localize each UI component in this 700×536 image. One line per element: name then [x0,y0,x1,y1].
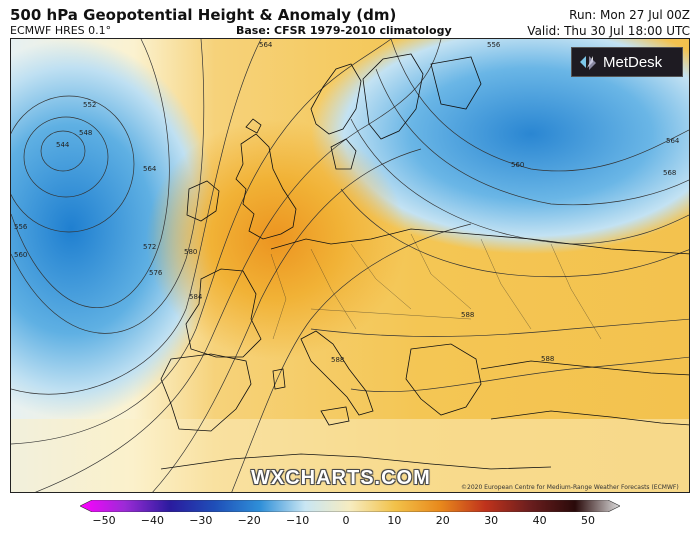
scottish-islands-outline [245,118,262,134]
contour-568-east [340,188,689,278]
sardinia-outline [272,368,286,390]
border-segment [550,243,602,340]
border-segment [350,243,412,310]
contour-584 [231,223,472,492]
run-time-label: Run: Mon 27 Jul 00Z [569,8,690,22]
black-sea-north-coast [480,360,689,376]
model-label: ECMWF HRES 0.1° [10,24,112,37]
contour-544 [40,130,86,172]
contour-572 [11,39,392,445]
ecmwf-credit: ©2020 European Centre for Medium-Range W… [461,484,679,491]
contour-label: 560 [511,161,524,169]
contour-label: 556 [14,223,28,231]
wxcharts-watermark: WXCHARTS.COM [251,467,431,489]
contour-label: 548 [79,129,92,137]
north-africa-coast [160,453,552,470]
colorbar-tick-label: −50 [92,514,116,527]
colorbar-tick-label: 30 [484,514,499,527]
border-segment [310,248,357,330]
border-segment [270,253,287,340]
colorbar-tick-label: 20 [435,514,450,527]
contour-548 [23,116,109,198]
turkey-coast [490,410,689,426]
contour-576 [34,39,442,492]
contour-556 [11,39,170,308]
france-outline [185,268,262,358]
border-segment [480,238,532,330]
contour-label: 564 [259,41,273,49]
metdesk-logo-icon [580,56,596,70]
contour-588 [310,318,689,337]
colorbar-tick-label: 0 [342,514,350,527]
atlantic-low-anomaly [11,39,221,419]
colorbar-tick-label: −10 [285,514,310,527]
anomaly-colorbar [80,500,620,512]
contour-560 [11,39,205,334]
contour-588-south [350,356,689,393]
ireland-outline [186,180,220,222]
border-segment [310,308,472,320]
contour-label: 568 [663,169,676,177]
metdesk-logo-text: MetDesk [603,53,663,71]
southern-pale-band [11,419,689,492]
balkans-outline [405,343,482,416]
contour-label: 564 [666,137,680,145]
colorbar-tick-label: 10 [387,514,402,527]
contour-label: 544 [56,141,70,149]
colorbar-scale [80,500,620,512]
colorbar-tick-label: 40 [532,514,547,527]
contour-552 [11,95,135,233]
sicily-outline [320,406,350,426]
valid-time-label: Valid: Thu 30 Jul 18:00 UTC [527,24,690,38]
contour-label: 588 [331,356,344,364]
sweden-outline [362,53,424,140]
scandinavian-low-anomaly [311,39,689,254]
iberia-outline [160,353,252,432]
colorbar-tick-label: −20 [237,514,261,527]
anomaly-map[interactable]: 544 548 552 556 560 564 572 576 580 584 … [10,38,690,493]
uk-high-anomaly [146,119,406,359]
contour-label: 560 [14,251,27,259]
italy-outline [300,330,374,416]
climatology-base-label: Base: CFSR 1979-2010 climatology [236,24,452,37]
north-european-coast [270,228,689,255]
contour-564-east [350,118,689,245]
colorbar-tick-label: −30 [189,514,213,527]
height-contours [11,39,689,492]
contour-label: 564 [143,165,157,173]
metdesk-logo[interactable]: MetDesk [571,47,683,77]
contour-label: 588 [541,355,554,363]
contour-label: 588 [461,311,474,319]
contour-label: 580 [184,248,197,256]
map-canvas: 544 548 552 556 560 564 572 576 580 584 … [11,39,689,492]
border-segment [410,233,472,310]
contour-label: 572 [143,243,156,251]
coastlines [160,53,689,470]
colorbar-tick-label: −40 [140,514,164,527]
denmark-outline [330,138,357,170]
contour-564-west [11,39,262,395]
contour-label: 584 [189,293,203,301]
contour-556-east [390,39,689,172]
contour-560-east [375,68,689,206]
contour-label: 576 [149,269,163,277]
contour-label: 556 [487,41,501,49]
contour-labels: 544 548 552 556 560 564 572 576 580 584 … [14,41,680,364]
norway-outline [310,63,362,135]
contour-label: 552 [83,101,96,109]
great-britain-outline [235,133,297,240]
chart-title: 500 hPa Geopotential Height & Anomaly (d… [10,6,397,24]
borders [270,233,602,340]
contour-580 [152,148,422,492]
colorbar-tick-label: 50 [581,514,595,527]
finland-outline [430,56,482,110]
